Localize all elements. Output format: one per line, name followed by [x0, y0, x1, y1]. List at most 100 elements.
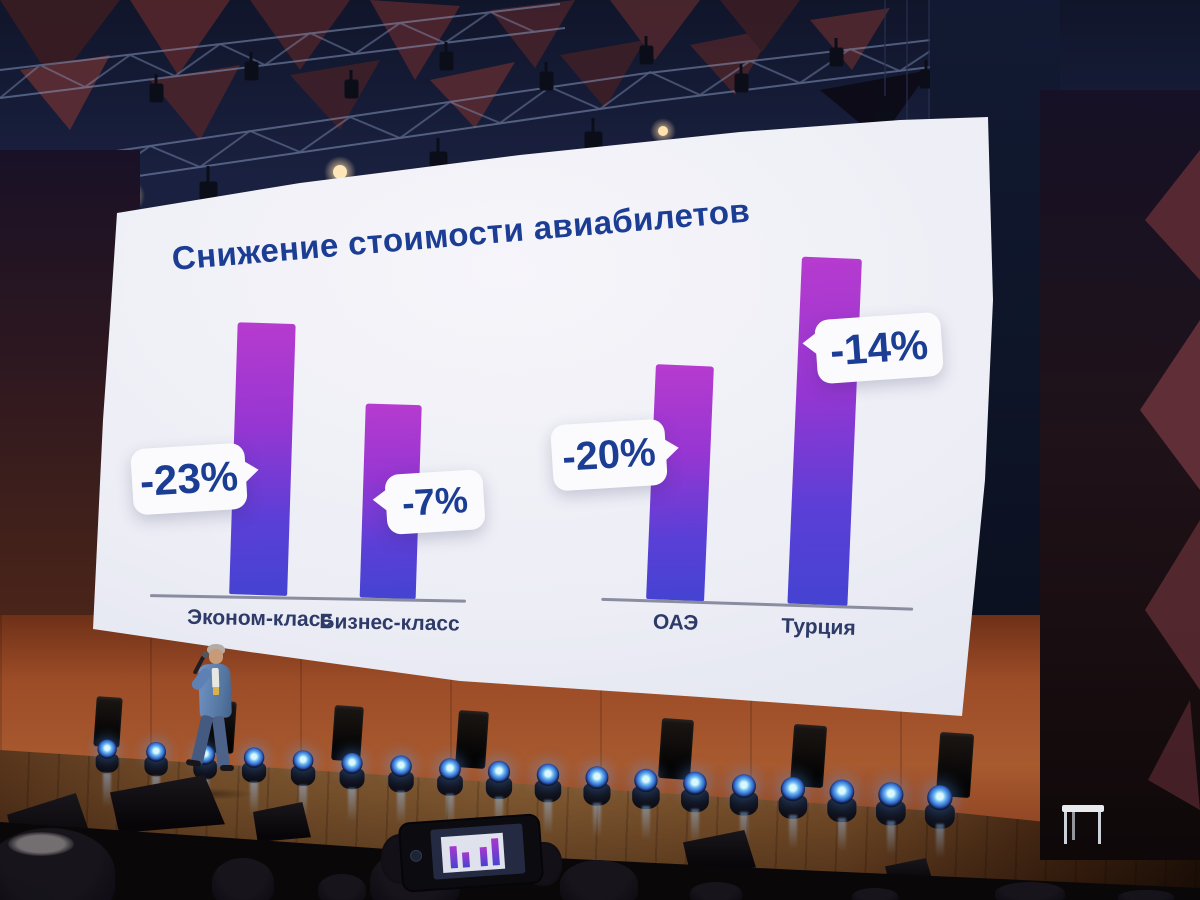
light-lens	[927, 785, 953, 811]
light-base	[437, 774, 463, 796]
presenter-leg-back	[211, 715, 231, 769]
floor-light-reflection	[691, 809, 699, 843]
moving-light-fixture	[875, 782, 909, 828]
light-base	[583, 782, 611, 806]
bar-turkey	[787, 256, 862, 606]
floor-light-reflection	[103, 773, 111, 807]
phone-camera	[399, 815, 543, 891]
light-base	[729, 791, 759, 816]
callout-turkey--14: -14%	[813, 311, 945, 385]
category-label-business: Бизнес-класс	[319, 610, 460, 636]
callout-business--7: -7%	[384, 469, 486, 535]
moving-light-fixture	[436, 758, 466, 798]
floor-light-reflection	[250, 782, 258, 816]
mini-bar	[449, 845, 459, 869]
speaker-person	[183, 643, 257, 795]
wall-speaker	[657, 717, 694, 780]
floor-light-reflection	[642, 806, 650, 840]
moving-light-fixture	[485, 760, 515, 801]
moving-light-fixture	[826, 779, 860, 825]
light-lens	[829, 779, 855, 805]
presenter-shirt	[211, 667, 220, 689]
moving-light-fixture	[534, 763, 565, 805]
floor-light-reflection	[299, 785, 307, 819]
light-base	[388, 771, 414, 793]
phone-screen-preview	[430, 823, 526, 880]
light-lens	[683, 771, 707, 796]
light-base	[681, 788, 709, 813]
mini-bar	[461, 852, 470, 868]
mini-bar	[491, 838, 500, 866]
table-leg	[1072, 812, 1075, 840]
light-lens	[780, 777, 805, 802]
floor-light-reflection	[838, 818, 846, 852]
moving-light-fixture	[680, 771, 712, 815]
audience-silhouette	[560, 860, 638, 900]
floor-light-reflection	[936, 824, 944, 858]
light-lens	[390, 755, 412, 777]
floor-light-reflection	[446, 794, 454, 828]
light-lens	[243, 747, 265, 768]
moving-light-fixture	[778, 777, 811, 821]
audience-silhouette	[852, 888, 898, 900]
mini-bar	[479, 846, 488, 867]
presenter-badge	[213, 687, 219, 695]
light-base	[485, 776, 513, 800]
callout-economy--23: -23%	[130, 442, 248, 516]
light-lens	[97, 739, 117, 759]
floor-light-reflection	[544, 800, 552, 834]
side-acoustic-triangles	[1140, 150, 1200, 810]
light-base	[241, 762, 267, 783]
side-table	[1062, 805, 1104, 845]
callout-uae--20: -20%	[550, 418, 668, 492]
light-base	[534, 779, 562, 803]
floor-light-reflection	[348, 788, 356, 822]
floor-light-reflection	[397, 791, 405, 825]
moving-light-fixture	[582, 766, 613, 808]
presenter-leg-front	[190, 714, 214, 766]
moving-light-fixture	[339, 752, 368, 791]
table-top	[1062, 805, 1104, 812]
presenter-shoe-front	[185, 758, 202, 768]
category-label-uae: ОАЭ	[652, 610, 699, 635]
microphone-head	[202, 651, 209, 658]
light-lens	[292, 750, 314, 771]
floor-light-reflection	[593, 803, 601, 837]
light-lens	[341, 752, 363, 774]
floor-light-reflection	[789, 815, 797, 849]
light-base	[632, 785, 660, 810]
floor-light-reflection	[495, 797, 503, 831]
audience-silhouette	[318, 874, 366, 900]
light-lens	[634, 768, 658, 793]
category-label-turkey: Турция	[781, 614, 857, 640]
light-lens	[146, 742, 166, 762]
floor-light-reflection	[887, 821, 895, 855]
moving-light-fixture	[290, 750, 318, 788]
light-lens	[536, 763, 560, 787]
moving-light-fixture	[144, 742, 171, 778]
moving-light-fixture	[241, 747, 269, 784]
light-lens	[487, 760, 511, 784]
axis-line	[149, 594, 466, 603]
audience-silhouette	[690, 882, 742, 900]
phone-slide-thumbnail	[440, 832, 506, 873]
light-base	[144, 756, 168, 777]
table-leg	[1098, 812, 1101, 844]
moving-light-fixture	[631, 768, 663, 811]
audience-silhouette	[212, 858, 274, 900]
axis-line	[601, 597, 914, 611]
light-lens	[439, 758, 461, 780]
light-lens	[731, 774, 756, 799]
moving-light-fixture	[729, 774, 762, 818]
stage-right-wing	[1040, 90, 1200, 860]
moving-light-fixture	[387, 755, 416, 794]
presenter-shoe-back	[220, 765, 234, 771]
phone-camera-lens	[409, 849, 423, 863]
light-base	[290, 765, 316, 786]
light-lens	[585, 766, 609, 790]
light-base	[339, 768, 365, 790]
table-leg	[1064, 812, 1067, 844]
moving-light-fixture	[95, 739, 121, 774]
